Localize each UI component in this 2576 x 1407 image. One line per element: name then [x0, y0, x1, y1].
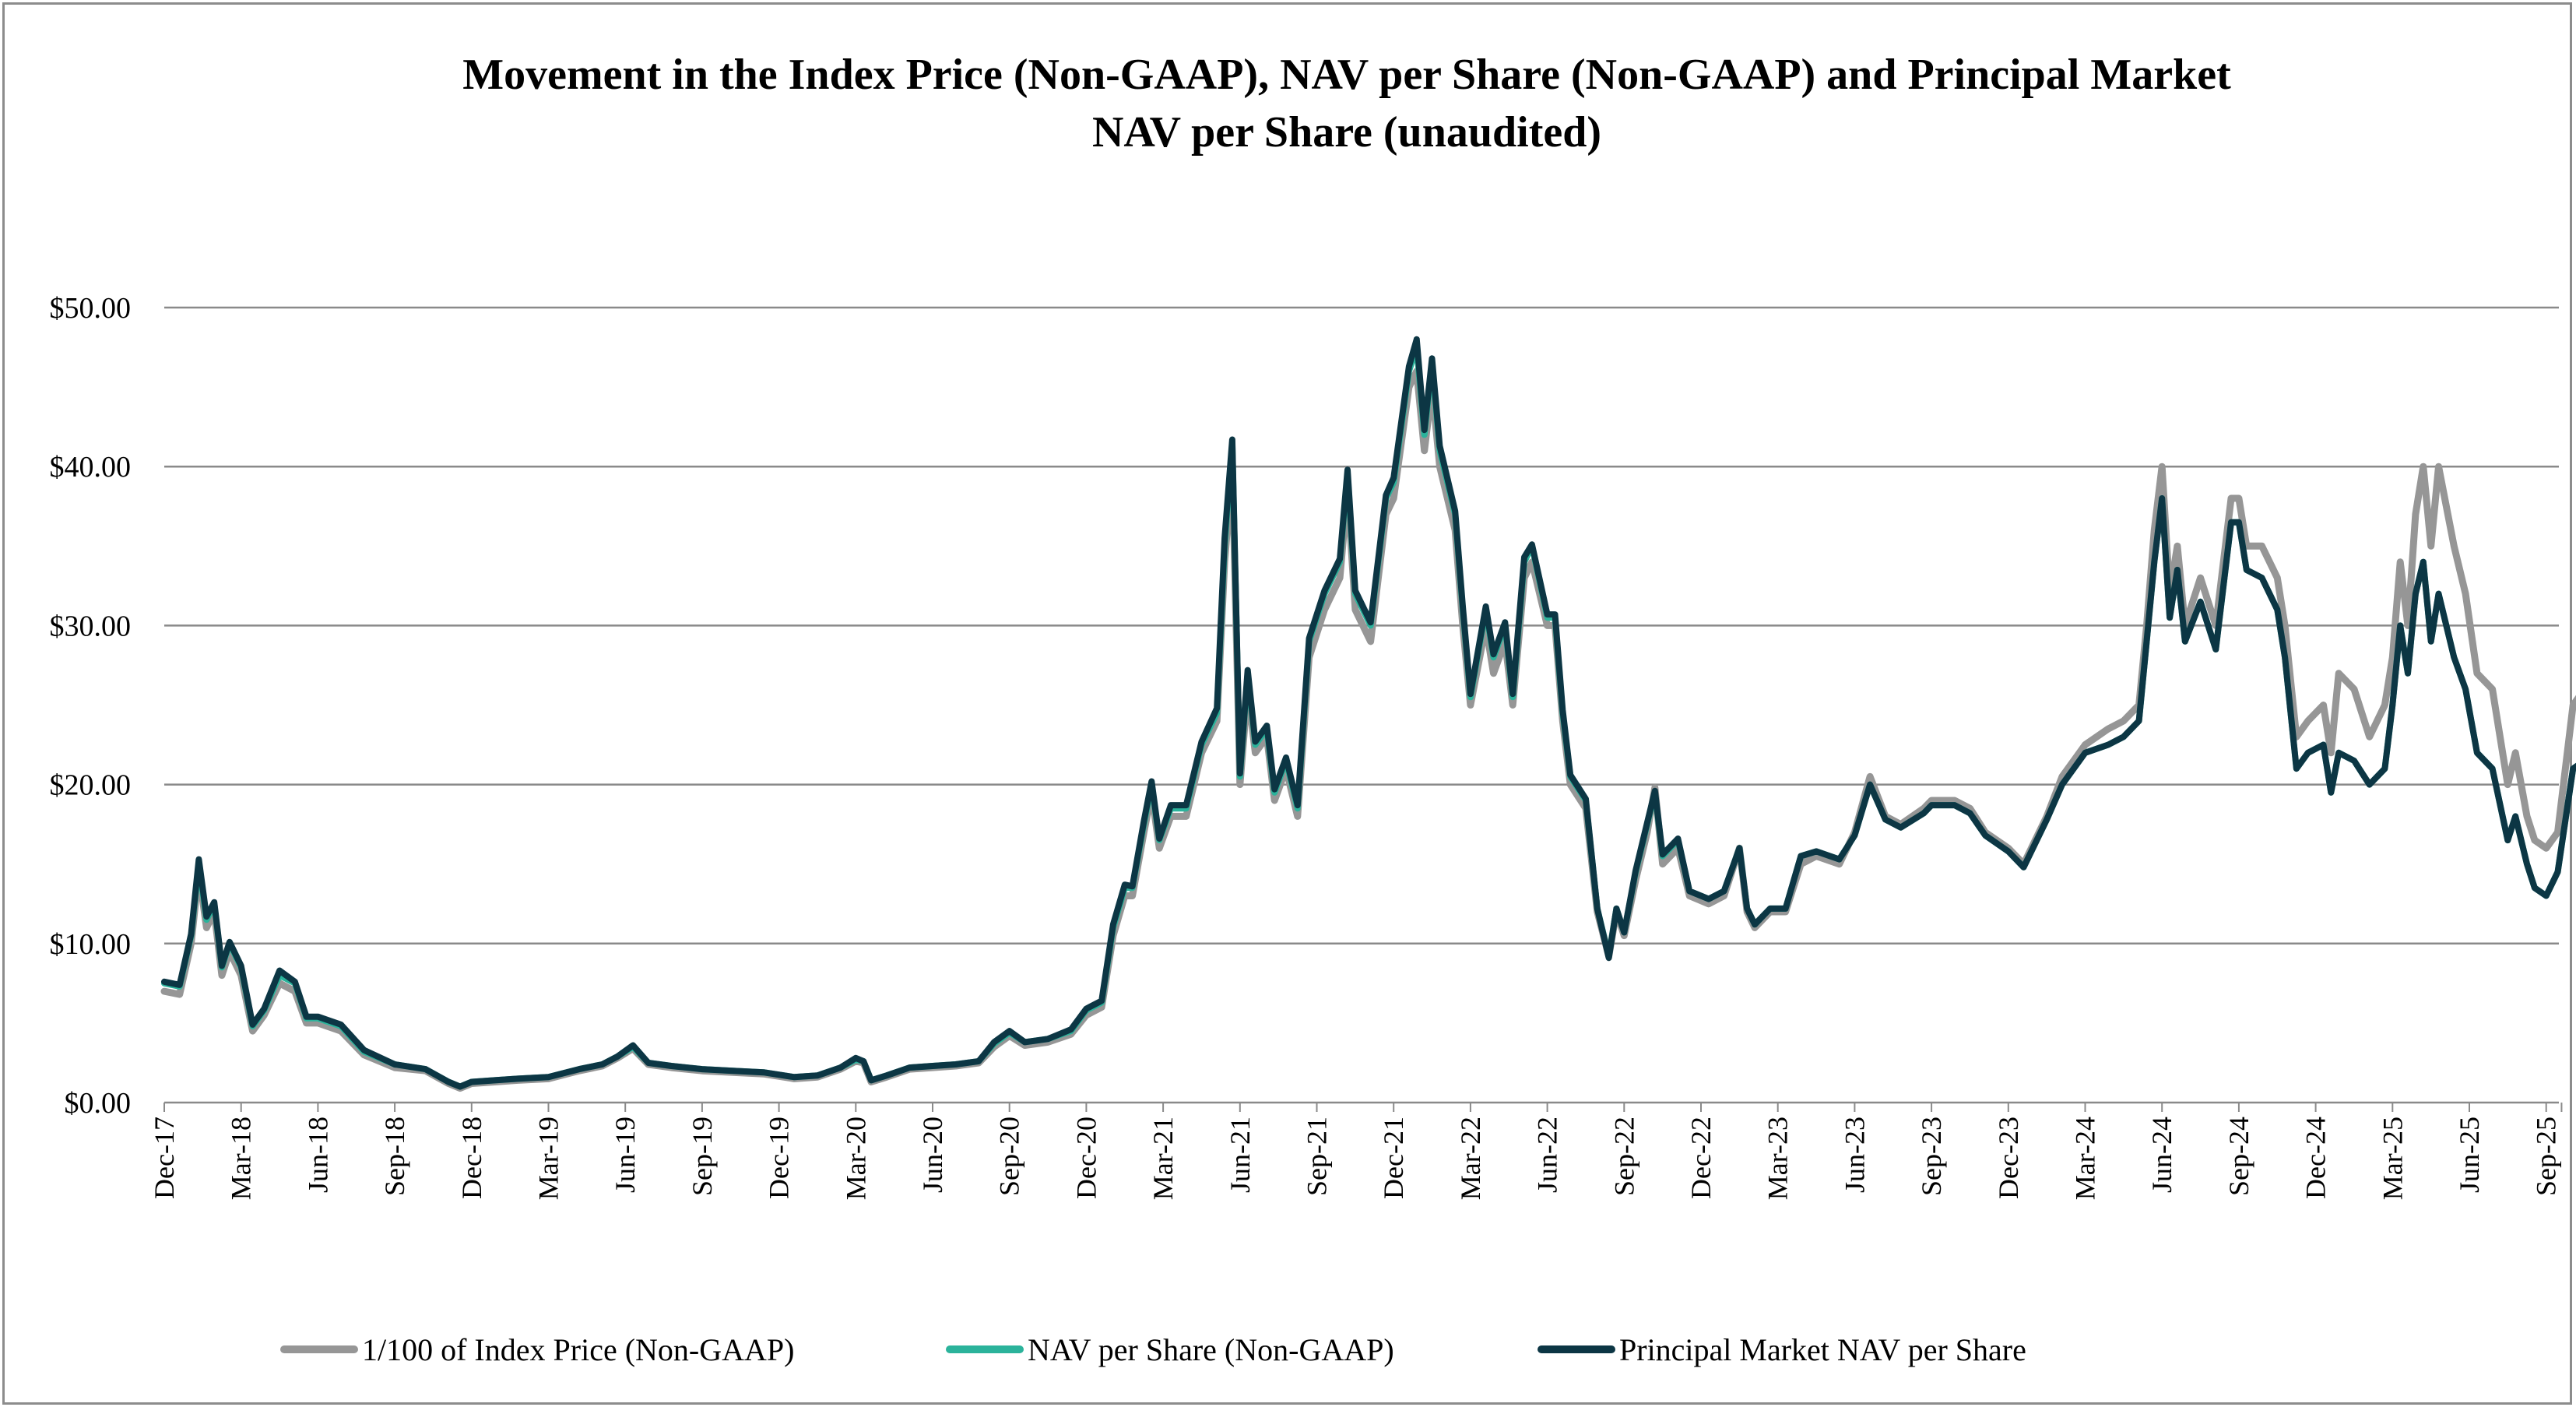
chart-title: Movement in the Index Price (Non-GAAP), … — [462, 51, 2231, 99]
x-tick-label: Jun-20 — [917, 1117, 948, 1193]
x-tick-label: Dec-22 — [1685, 1117, 1717, 1199]
x-tick-label: Mar-24 — [2070, 1117, 2101, 1200]
x-tick-label: Dec-24 — [2300, 1117, 2332, 1199]
x-tick-label: Mar-19 — [533, 1117, 564, 1200]
x-tick-label: Mar-22 — [1455, 1117, 1486, 1200]
x-tick-label: Sep-20 — [994, 1117, 1025, 1196]
x-tick-label: Sep-23 — [1916, 1117, 1947, 1196]
x-tick-label: Mar-25 — [2377, 1117, 2408, 1200]
legend-label: NAV per Share (Non-GAAP) — [1028, 1332, 1394, 1367]
x-tick-label: Mar-23 — [1762, 1117, 1794, 1200]
x-tick-label: Jun-19 — [610, 1117, 641, 1193]
y-tick-label: $10.00 — [50, 928, 132, 961]
x-tick-label: Dec-17 — [149, 1117, 180, 1199]
x-tick-label: Jun-24 — [2146, 1117, 2177, 1193]
x-tick-label: Dec-23 — [1993, 1117, 2024, 1199]
x-tick-label: Dec-18 — [456, 1117, 487, 1199]
series-line — [161, 344, 2576, 1090]
x-tick-label: Dec-21 — [1378, 1117, 1409, 1199]
x-axis: Dec-17 Mar-18 Jun-18 Sep-18 Dec-18 Mar-19 Jun-… — [149, 1101, 2563, 1200]
chart-title-line-2: NAV per Share (unaudited) — [1092, 108, 1601, 157]
x-tick-label: Sep-19 — [687, 1117, 718, 1196]
y-tick-label: $40.00 — [50, 451, 132, 484]
x-tick-label: Sep-22 — [1608, 1117, 1639, 1196]
series-line — [160, 368, 2576, 1092]
x-tick-label: Jun-25 — [2454, 1117, 2485, 1193]
x-tick-label: Sep-25 — [2531, 1117, 2562, 1196]
legend-label: Principal Market NAV per Share — [1619, 1332, 2026, 1367]
x-tick-label: Mar-21 — [1147, 1117, 1179, 1200]
x-tick-label: Sep-24 — [2223, 1117, 2254, 1196]
gridlines — [164, 306, 2559, 945]
x-tick-label: Sep-18 — [379, 1117, 410, 1196]
y-tick-label: $20.00 — [50, 769, 132, 802]
y-tick-label: $0.00 — [65, 1087, 132, 1120]
x-tick-label: Sep-21 — [1302, 1117, 1333, 1196]
x-tick-label: Dec-19 — [764, 1117, 795, 1199]
y-axis-tick-labels: $0.00 $10.00 $20.00 $30.00 $40.00 $50.00 — [50, 292, 132, 1120]
x-tick-label: Jun-23 — [1839, 1117, 1870, 1193]
x-tick-label: Jun-18 — [302, 1117, 333, 1193]
y-tick-label: $30.00 — [50, 610, 132, 642]
legend: 1/100 of Index Price (Non-GAAP) NAV per S… — [280, 1332, 2026, 1367]
series-line — [161, 336, 2576, 1090]
series-lines — [160, 336, 2576, 1092]
x-tick-label: Dec-20 — [1070, 1117, 1102, 1199]
x-tick-label: Mar-18 — [226, 1117, 257, 1200]
x-tick-label: Mar-20 — [840, 1117, 871, 1200]
x-tick-label: Jun-22 — [1532, 1117, 1563, 1193]
legend-label: 1/100 of Index Price (Non-GAAP) — [362, 1332, 794, 1367]
y-tick-label: $50.00 — [50, 292, 132, 325]
x-tick-label: Jun-21 — [1225, 1117, 1256, 1193]
